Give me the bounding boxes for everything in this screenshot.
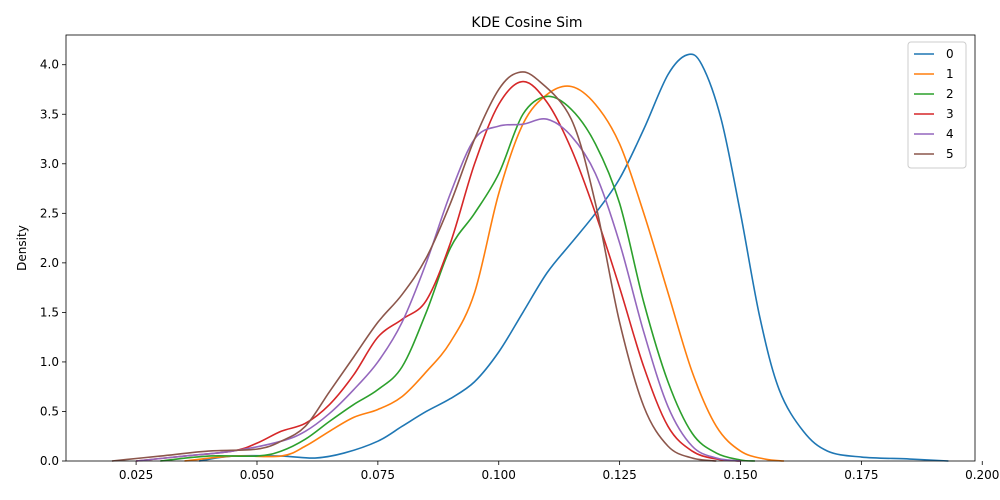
y-tick-label: 1.0 bbox=[40, 355, 59, 369]
legend-label-2: 2 bbox=[946, 87, 954, 101]
series-line-0 bbox=[198, 53, 949, 462]
x-tick-label: 0.175 bbox=[844, 468, 878, 482]
y-tick-label: 2.0 bbox=[40, 256, 59, 270]
y-tick-label: 2.5 bbox=[40, 206, 59, 220]
x-tick-label: 0.050 bbox=[240, 468, 274, 482]
series-line-2 bbox=[160, 95, 756, 462]
chart-title: KDE Cosine Sim bbox=[471, 15, 582, 31]
y-tick-label: 1.5 bbox=[40, 305, 59, 319]
x-tick-label: 0.025 bbox=[119, 468, 153, 482]
series-line-1 bbox=[184, 85, 785, 462]
legend-box bbox=[907, 41, 967, 169]
y-tick-label: 0.5 bbox=[40, 404, 59, 418]
series-line-3 bbox=[136, 80, 741, 462]
y-axis-label: Density bbox=[15, 225, 29, 271]
x-tick-label: 0.100 bbox=[482, 468, 516, 482]
legend-label-1: 1 bbox=[946, 67, 954, 81]
y-tick-label: 0.0 bbox=[40, 454, 59, 468]
series-lines bbox=[111, 53, 949, 462]
legend-label-0: 0 bbox=[946, 47, 954, 61]
y-axis-ticks: 0.0 0.5 1.0 1.5 2.0 2.5 3.0 3.5 4.0 bbox=[40, 58, 66, 468]
legend-label-3: 3 bbox=[946, 107, 954, 121]
y-tick-label: 3.0 bbox=[40, 157, 59, 171]
legend-label-5: 5 bbox=[946, 147, 954, 161]
x-tick-label: 0.075 bbox=[361, 468, 395, 482]
legend-label-4: 4 bbox=[946, 127, 954, 141]
x-tick-label: 0.150 bbox=[723, 468, 757, 482]
x-tick-label: 0.125 bbox=[602, 468, 636, 482]
plot-frame bbox=[65, 34, 976, 462]
series-line-4 bbox=[136, 118, 741, 462]
x-tick-label: 0.200 bbox=[965, 468, 999, 482]
x-axis-ticks: 0.025 0.050 0.075 0.100 0.125 0.150 0.175 0.200 bbox=[119, 461, 999, 482]
y-tick-label: 4.0 bbox=[40, 58, 59, 72]
y-tick-label: 3.5 bbox=[40, 107, 59, 121]
legend: 0 1 2 3 4 5 bbox=[907, 41, 967, 169]
series-line-5 bbox=[111, 71, 717, 462]
